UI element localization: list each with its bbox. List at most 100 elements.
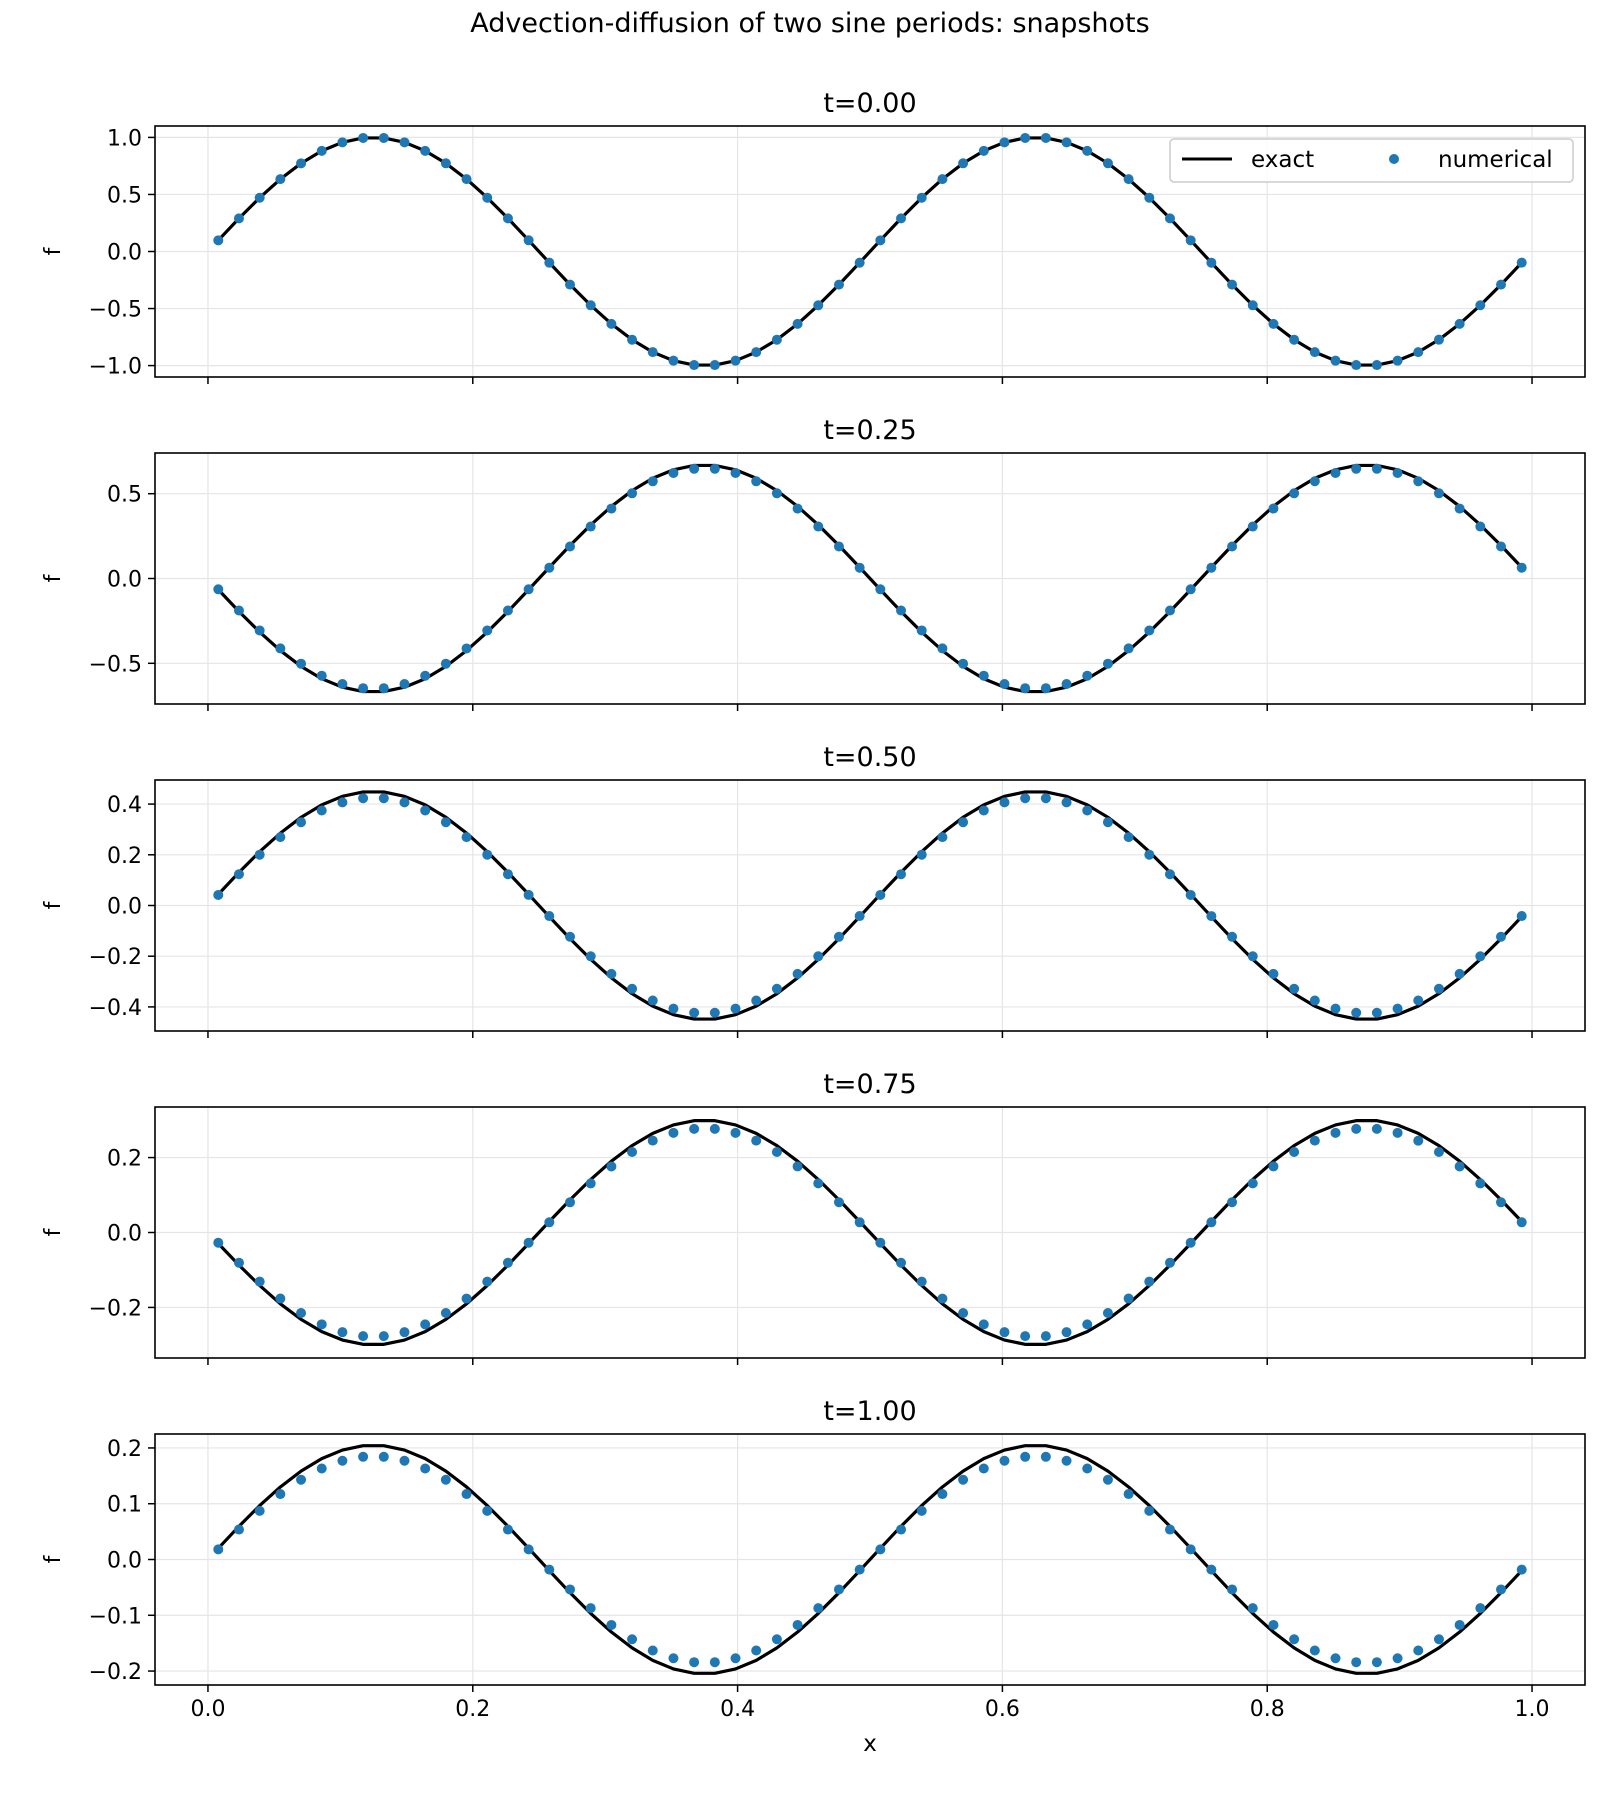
numerical-point [689,1657,700,1668]
numerical-point [316,145,327,156]
numerical-point [502,1257,513,1268]
numerical-point [937,1293,948,1304]
numerical-point [1164,605,1175,616]
y-axis-label-4: f [41,1554,66,1563]
numerical-point [461,643,472,654]
numerical-point [1123,643,1134,654]
numerical-point [813,1178,824,1189]
numerical-point [1330,355,1341,366]
numerical-point [337,137,348,148]
numerical-point [606,1619,617,1630]
numerical-point [1082,1319,1093,1330]
numerical-point [1289,488,1300,499]
panel-title-0: t=0.00 [823,88,916,119]
numerical-point [1330,468,1341,479]
numerical-point [709,360,720,371]
numerical-point [813,1603,824,1614]
numerical-point [420,670,431,681]
numerical-point [440,817,451,828]
numerical-point [1185,235,1196,246]
numerical-point [399,1455,410,1466]
numerical-point [771,983,782,994]
numerical-point [1392,468,1403,479]
x-tick-label-3: 0.6 [985,1697,1020,1722]
legend-frame [1169,138,1574,183]
numerical-point [647,347,658,358]
numerical-point [1247,1603,1258,1614]
numerical-point [1475,300,1486,311]
numerical-point [1144,625,1155,636]
numerical-point [523,1544,534,1555]
numerical-point [896,1257,907,1268]
numerical-point [1309,476,1320,487]
numerical-point [1020,793,1031,804]
y-tick-label-1: −0.5 [89,298,142,323]
numerical-point [647,476,658,487]
numerical-point [461,832,472,843]
numerical-point [875,235,886,246]
numerical-point [999,678,1010,689]
numerical-point [1371,1657,1382,1668]
numerical-point [689,360,700,371]
numerical-point [1040,793,1051,804]
numerical-point [689,463,700,474]
numerical-point [854,562,865,573]
numerical-point [958,658,969,669]
numerical-point [275,174,286,185]
numerical-point [1227,1584,1238,1595]
numerical-point [585,521,596,532]
numerical-point [730,468,741,479]
numerical-point [1516,911,1527,922]
numerical-point [1496,541,1507,552]
numerical-point [1040,683,1051,694]
y-axis-label-2: f [41,900,66,909]
y-tick-label-0: −1.0 [89,355,142,380]
numerical-point [565,541,576,552]
numerical-point [1268,968,1279,979]
numerical-point [213,584,224,595]
x-tick-label-0: 0.0 [190,1697,225,1722]
numerical-point [771,488,782,499]
numerical-point [751,476,762,487]
numerical-point [854,1564,865,1575]
numerical-point [296,658,307,669]
numerical-point [1020,132,1031,143]
numerical-point [1496,1197,1507,1208]
numerical-point [833,931,844,942]
numerical-point [627,983,638,994]
numerical-point [1020,1451,1031,1462]
numerical-point [585,1603,596,1614]
numerical-point [420,1319,431,1330]
numerical-point [337,678,348,689]
numerical-point [1164,1257,1175,1268]
numerical-point [254,1505,265,1516]
numerical-point [978,670,989,681]
numerical-point [316,805,327,816]
numerical-point [896,213,907,224]
numerical-point [1227,541,1238,552]
numerical-point [1206,562,1217,573]
numerical-point [1516,1217,1527,1228]
numerical-point [316,670,327,681]
numerical-point [792,318,803,329]
numerical-point [233,1524,244,1535]
numerical-point [1454,503,1465,514]
numerical-point [213,1237,224,1248]
numerical-point [999,137,1010,148]
numerical-point [751,1645,762,1656]
numerical-point [523,889,534,900]
panel-title-3: t=0.75 [823,1069,916,1100]
numerical-point [337,797,348,808]
numerical-point [771,1634,782,1645]
numerical-point [378,1451,389,1462]
numerical-point [854,1217,865,1228]
numerical-point [1392,1653,1403,1664]
x-tick-label-4: 0.8 [1250,1697,1285,1722]
y-tick-label-2: 0.2 [107,1147,142,1172]
numerical-point [1516,562,1527,573]
numerical-point [1164,869,1175,880]
numerical-point [1082,145,1093,156]
numerical-point [1351,463,1362,474]
numerical-point [1392,1127,1403,1138]
